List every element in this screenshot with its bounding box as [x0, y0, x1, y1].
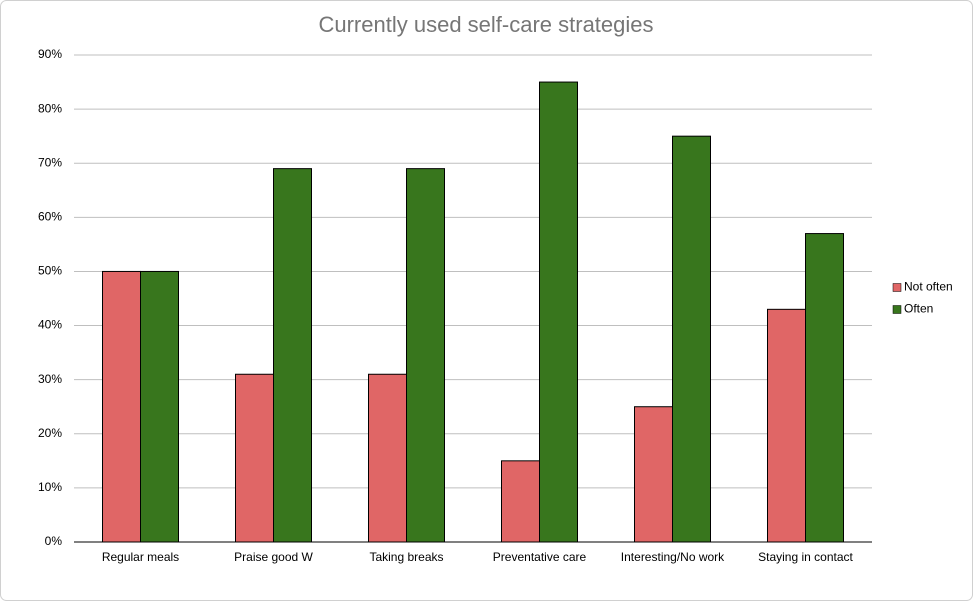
bar — [140, 270, 179, 543]
y-tick-label: 10% — [38, 480, 62, 494]
legend-swatch — [892, 305, 902, 314]
x-tick-label: Taking breaks — [369, 550, 443, 564]
y-tick-label: 80% — [38, 101, 62, 115]
bar — [805, 233, 844, 543]
chart-title: Currently used self-care strategies — [318, 12, 653, 37]
y-tick-label: 70% — [38, 155, 62, 169]
bar — [406, 168, 445, 543]
bar — [368, 373, 407, 543]
bar — [273, 168, 312, 543]
y-tick-label: 90% — [38, 47, 62, 61]
x-tick-label: Regular meals — [102, 550, 179, 564]
bar — [235, 373, 274, 543]
y-tick-label: 20% — [38, 426, 62, 440]
legend-label: Often — [904, 302, 933, 316]
y-tick-label: 50% — [38, 264, 62, 278]
x-tick-label: Praise good W — [234, 550, 313, 564]
y-tick-label: 0% — [45, 534, 63, 548]
bar — [539, 81, 578, 543]
bar — [102, 270, 141, 543]
x-tick-label: Staying in contact — [758, 550, 853, 564]
bar — [634, 406, 673, 543]
x-tick-label: Interesting/No work — [621, 550, 725, 564]
bar — [672, 135, 711, 543]
x-tick-label: Preventative care — [493, 550, 587, 564]
bar — [767, 308, 806, 543]
legend-swatch — [892, 283, 902, 292]
legend-label: Not often — [904, 280, 953, 294]
bar — [501, 460, 540, 543]
y-tick-label: 40% — [38, 318, 62, 332]
y-tick-label: 30% — [38, 372, 62, 386]
y-tick-label: 60% — [38, 210, 62, 224]
